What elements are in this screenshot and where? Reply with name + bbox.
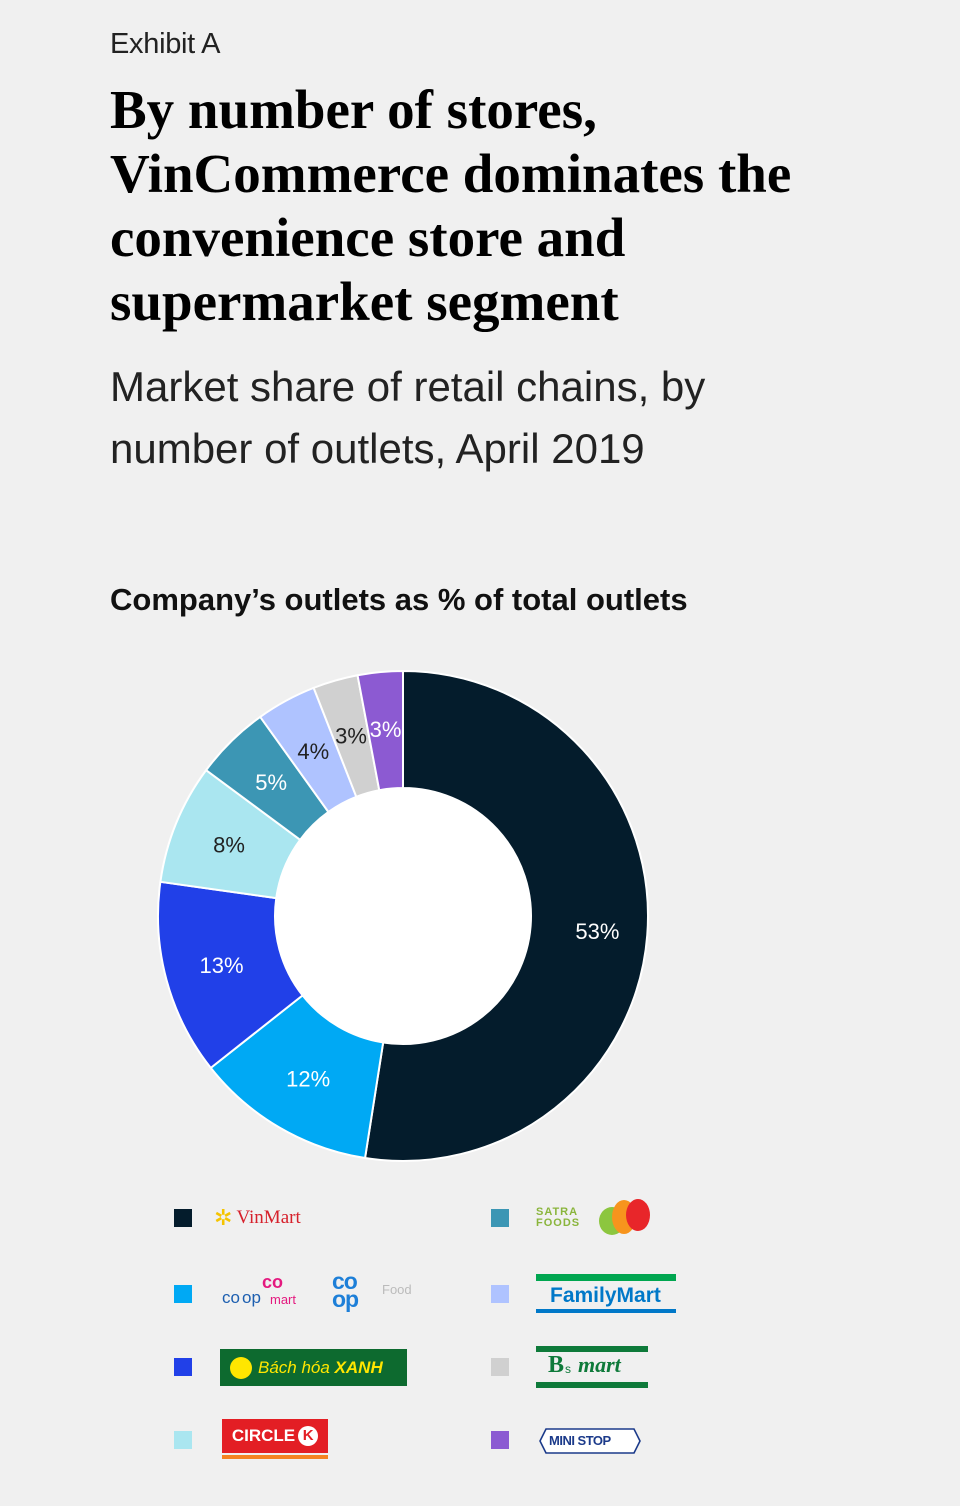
legend-swatch-satrafoods bbox=[491, 1209, 509, 1227]
slice-label-familymart: 4% bbox=[297, 739, 329, 764]
donut-chart: 53%12%13%8%5%4%3% 3% bbox=[157, 669, 649, 1162]
vinmart-star-icon: ✲ bbox=[214, 1205, 233, 1230]
chart-title: Company’s outlets as % of total outlets bbox=[110, 582, 688, 617]
bachhoaxanh-text-bold: XANH bbox=[334, 1357, 383, 1377]
coopmart-logo-mark: co bbox=[262, 1272, 284, 1292]
familymart-text: FamilyMart bbox=[550, 1284, 661, 1307]
circlek-k: K bbox=[298, 1426, 319, 1446]
coop-food-logo: co op Food bbox=[332, 1268, 432, 1314]
bsmart-s: s bbox=[565, 1362, 571, 1376]
legend-swatch-vinmart bbox=[174, 1209, 192, 1227]
bsmart-b: B bbox=[548, 1352, 565, 1378]
bsmart-top-bar bbox=[536, 1346, 648, 1352]
legend-swatch-bachhoaxanh bbox=[174, 1358, 192, 1376]
slice-label-coopmart-co-op-food: 12% bbox=[286, 1066, 330, 1091]
legend-swatch-ministop bbox=[491, 1431, 509, 1449]
bsmart-mart: mart bbox=[578, 1352, 621, 1377]
slice-label-b-s-mart: 3% bbox=[335, 723, 367, 748]
coop-food-top: co bbox=[332, 1268, 358, 1294]
chart-subtitle: Market share of retail chains, by number… bbox=[110, 363, 706, 472]
legend-swatch-circlek bbox=[174, 1431, 192, 1449]
page-title: By number of stores, VinCommerce dominat… bbox=[110, 79, 792, 332]
bsmart-bottom-bar bbox=[536, 1382, 648, 1388]
familymart-top-bar bbox=[536, 1274, 676, 1281]
coop-food-bottom: op bbox=[332, 1286, 359, 1312]
ministop-text: MINI STOP bbox=[549, 1433, 611, 1448]
slice-label-ministop: 3% bbox=[370, 717, 402, 742]
circlek-logo: CIRCLE K bbox=[222, 1419, 328, 1461]
coopmart-logo-mart: mart bbox=[270, 1292, 296, 1307]
circlek-stripe bbox=[222, 1455, 328, 1459]
bsmart-logo: B s mart bbox=[536, 1346, 648, 1388]
coopmart-logo: co op co mart bbox=[222, 1272, 308, 1312]
legend-swatch-familymart bbox=[491, 1285, 509, 1303]
coopmart-logo-co: co bbox=[222, 1288, 240, 1307]
satrafoods-text-1: SATRA bbox=[536, 1206, 579, 1218]
bachhoaxanh-logo: Bách hóa XANH bbox=[220, 1349, 407, 1386]
slice-label-circle-k: 8% bbox=[213, 833, 245, 858]
familymart-logo: FamilyMart bbox=[536, 1274, 676, 1314]
exhibit-label: Exhibit A bbox=[110, 28, 221, 60]
slice-label-satra-foods: 5% bbox=[255, 770, 287, 795]
familymart-bottom-bar bbox=[536, 1309, 676, 1313]
circlek-band: CIRCLE K bbox=[222, 1419, 328, 1453]
coop-food-label: Food bbox=[382, 1282, 412, 1297]
slice-label-vinmart: 53% bbox=[575, 919, 619, 944]
vinmart-logo-text: VinMart bbox=[236, 1207, 301, 1228]
ministop-frame-icon bbox=[539, 1428, 641, 1454]
coopmart-logo-op: op bbox=[242, 1288, 261, 1307]
donut-hole bbox=[275, 788, 531, 1044]
slice-label-b-ch-h-a-xanh: 13% bbox=[200, 953, 244, 978]
satrafoods-logo: SATRA FOODS bbox=[536, 1197, 656, 1239]
legend-swatch-bsmart bbox=[491, 1358, 509, 1376]
vinmart-logo: ✲ VinMart bbox=[214, 1203, 301, 1233]
legend-swatch-coopmart bbox=[174, 1285, 192, 1303]
bachhoaxanh-text: Bách hóa bbox=[258, 1357, 335, 1377]
satrafoods-text-2: FOODS bbox=[536, 1217, 581, 1229]
circlek-text: CIRCLE bbox=[231, 1426, 296, 1445]
ministop-logo: MINI STOP bbox=[538, 1426, 642, 1456]
bachhoaxanh-icon bbox=[230, 1356, 252, 1379]
satrafoods-fruit-icon bbox=[599, 1199, 650, 1235]
